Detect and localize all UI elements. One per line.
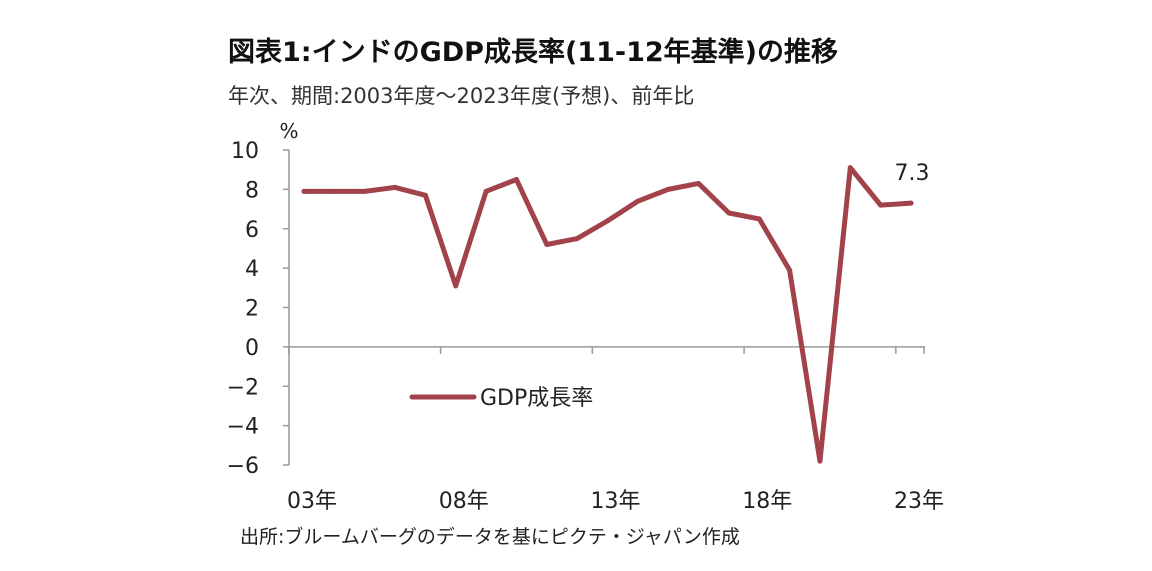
y-axis-unit-label: % <box>279 119 298 143</box>
series-gdp-growth <box>301 165 914 464</box>
source-note: 出所:ブルームバーグのデータを基にピクテ・ジャパン作成 <box>240 526 740 548</box>
data-point <box>756 216 762 222</box>
data-point <box>544 242 550 247</box>
data-point <box>362 188 368 194</box>
y-tick-label: −6 <box>227 454 259 479</box>
y-tick-label: 10 <box>231 139 259 164</box>
y-tick-label: 0 <box>245 336 259 361</box>
data-point <box>878 202 884 208</box>
y-tick-label: 6 <box>245 218 259 243</box>
legend-label: GDP成長率 <box>480 386 593 411</box>
data-point <box>422 192 428 198</box>
data-point <box>483 188 489 194</box>
y-tick-labels: 10 8 6 4 2 0 −2 −4 −6 <box>227 139 259 479</box>
data-point <box>787 267 793 273</box>
series-line-gdp-growth <box>301 165 914 464</box>
data-point <box>574 236 580 242</box>
y-tick-label: 4 <box>245 257 259 282</box>
data-point <box>817 458 823 464</box>
data-point <box>696 180 702 186</box>
legend: GDP成長率 <box>409 386 593 411</box>
x-tick-label: 03年 <box>287 489 337 514</box>
data-point <box>513 177 519 183</box>
y-tick-label: 2 <box>245 297 259 322</box>
data-point <box>726 210 732 216</box>
x-tick-labels: 03年 08年 13年 18年 23年 <box>287 489 944 514</box>
chart-subtitle: 年次、期間:2003年度～2023年度(予想)、前年比 <box>228 84 695 108</box>
data-point <box>301 188 307 194</box>
y-tick-label: 8 <box>245 178 259 203</box>
chart-title: 図表1:インドのGDP成長率(11-12年基準)の推移 <box>228 37 838 68</box>
data-point <box>453 283 459 289</box>
y-tick-label: −4 <box>227 415 259 440</box>
last-value-annotation: 7.3 <box>895 161 930 186</box>
axes <box>283 149 925 466</box>
x-tick-label: 18年 <box>742 489 792 514</box>
x-tick-label: 13年 <box>591 489 641 514</box>
data-point <box>392 184 398 190</box>
data-point <box>665 186 671 192</box>
y-tick-label: −2 <box>227 375 259 400</box>
data-point <box>331 188 337 194</box>
data-point <box>635 198 641 204</box>
data-point <box>605 218 610 224</box>
x-tick-label: 08年 <box>439 489 489 514</box>
data-point <box>908 200 914 206</box>
data-point <box>847 165 853 171</box>
x-tick-label: 23年 <box>894 489 944 514</box>
